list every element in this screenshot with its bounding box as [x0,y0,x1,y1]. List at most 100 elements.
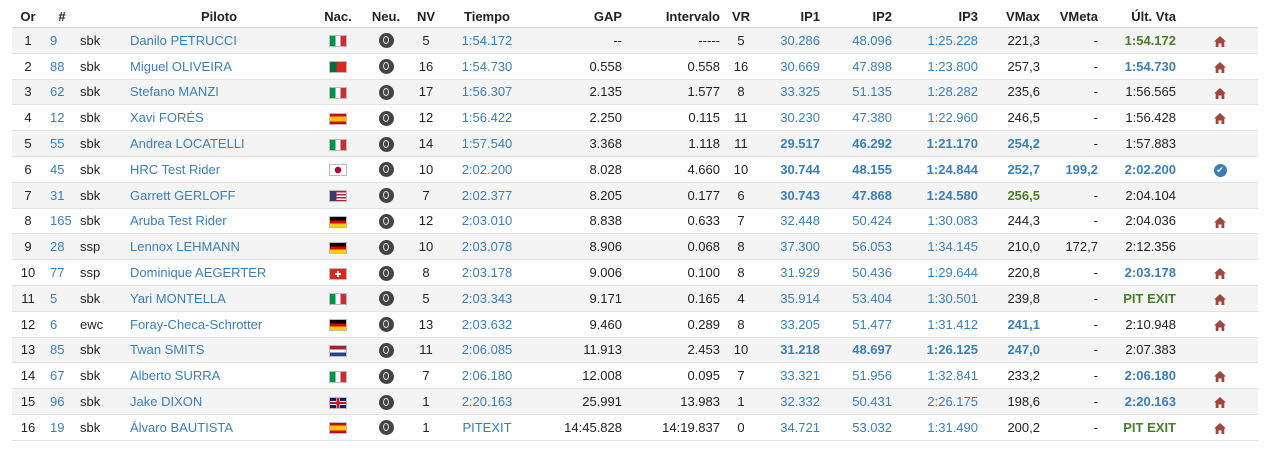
rider-name-link[interactable]: Stefano MANZI [124,79,314,106]
rider-number-link[interactable]: 67 [44,362,80,390]
header-nv: NV [416,8,436,24]
best-time-link[interactable]: 2:03.632 [442,311,532,338]
fast-lap-cell: 7 [726,362,756,390]
best-time-link[interactable]: 2:20.163 [442,388,532,415]
best-time-link[interactable]: 2:02.200 [442,156,532,183]
rider-number-link[interactable]: 62 [44,79,80,106]
ip1-cell: 33.325 [756,79,826,106]
fast-lap-cell: 16 [726,53,756,80]
rider-number-link[interactable]: 9 [44,27,80,54]
vmeta-cell: - [1046,388,1104,415]
flag-it-icon [329,138,347,151]
best-time-link[interactable]: 1:54.730 [442,53,532,80]
best-time-link[interactable]: 2:03.010 [442,208,532,235]
tyre-cell [362,285,410,312]
last-lap-cell: 2:04.104 [1104,182,1182,209]
header-gap: GAP [593,8,622,24]
vmeta-cell: - [1046,311,1104,338]
rider-name-link[interactable]: Aruba Test Rider [124,208,314,235]
rider-name-link[interactable]: Yari MONTELLA [124,285,314,312]
gap-cell: 25.991 [532,388,628,415]
best-time-link[interactable]: 2:02.377 [442,182,532,209]
flag-it-icon [329,293,347,306]
laps-cell: 10 [410,233,442,261]
best-time-link[interactable]: 2:06.085 [442,337,532,364]
rider-name-link[interactable]: Xavi FORÉS [124,104,314,132]
best-time-link[interactable]: PITEXIT [442,414,532,441]
flag-es-icon [329,422,347,435]
vmeta-cell: - [1046,27,1104,54]
rider-name-link[interactable]: HRC Test Rider [124,156,314,183]
position-cell: 10 [12,259,44,286]
rider-number-link[interactable]: 28 [44,233,80,261]
status-cell [1182,182,1258,209]
best-time-link[interactable]: 1:56.307 [442,79,532,106]
tyre-cell [362,414,410,441]
fast-lap-cell: 7 [726,208,756,235]
best-time-link[interactable]: 2:06.180 [442,362,532,390]
laps-cell: 1 [410,388,442,415]
nationality-cell [314,156,362,183]
rider-name-link[interactable]: Lennox LEHMANN [124,233,314,261]
best-time-link[interactable]: 2:03.178 [442,259,532,286]
rider-number-link[interactable]: 5 [44,285,80,312]
rider-name-link[interactable]: Dominique AEGERTER [124,259,314,286]
position-cell: 9 [12,233,44,261]
position-cell: 5 [12,130,44,157]
tyre-cell [362,130,410,157]
nationality-cell [314,208,362,235]
vmax-cell: 239,8 [984,285,1046,312]
live-timing-table: Or # Piloto Nac. Neu. NV Tiempo GAP Intervalo VR I… [12,5,1258,441]
category-cell: sbk [80,182,124,209]
rider-name-link[interactable]: Miguel OLIVEIRA [124,53,314,80]
tyre-cell [362,53,410,80]
best-time-link[interactable]: 1:57.540 [442,130,532,157]
rider-number-link[interactable]: 85 [44,337,80,364]
rider-number-link[interactable]: 12 [44,104,80,132]
category-cell: sbk [80,362,124,390]
rider-number-link[interactable]: 6 [44,311,80,338]
tyre-icon [378,59,394,75]
laps-cell: 5 [410,285,442,312]
flag-it-icon [329,370,347,383]
interval-cell: 13.983 [628,388,726,415]
header-piloto[interactable]: Piloto [200,8,238,24]
laps-cell: 16 [410,53,442,80]
home-icon [1213,396,1227,409]
rider-name-link[interactable]: Alberto SURRA [124,362,314,390]
rider-name-link[interactable]: Foray-Checa-Schrotter [124,311,314,338]
position-cell: 8 [12,208,44,235]
interval-cell: 0.165 [628,285,726,312]
position-cell: 13 [12,337,44,364]
best-time-link[interactable]: 2:03.078 [442,233,532,261]
tyre-cell [362,311,410,338]
best-time-link[interactable]: 1:54.172 [442,27,532,54]
table-row: 13 85 sbk Twan SMITS 11 2:06.085 11.913 2.453 10… [12,337,1258,364]
header-vr: VR [731,8,751,24]
rider-number-link[interactable]: 77 [44,259,80,286]
best-time-link[interactable]: 1:56.422 [442,104,532,132]
rider-name-link[interactable]: Andrea LOCATELLI [124,130,314,157]
rider-number-link[interactable]: 55 [44,130,80,157]
nationality-cell [314,337,362,364]
rider-name-link[interactable]: Álvaro BAUTISTA [124,414,314,441]
header-ip3: IP3 [958,8,978,24]
rider-name-link[interactable]: Garrett GERLOFF [124,182,314,209]
last-lap-cell: 1:54.172 [1104,27,1182,54]
rider-number-link[interactable]: 19 [44,414,80,441]
header-tiempo[interactable]: Tiempo [464,8,510,24]
rider-number-link[interactable]: 45 [44,156,80,183]
home-icon [1213,319,1227,332]
rider-name-link[interactable]: Jake DIXON [124,388,314,415]
rider-name-link[interactable]: Danilo PETRUCCI [124,27,314,54]
best-time-link[interactable]: 2:03.343 [442,285,532,312]
vmax-cell: 257,3 [984,53,1046,80]
rider-number-link[interactable]: 165 [44,208,80,235]
header-neu: Neu. [371,8,401,24]
rider-number-link[interactable]: 88 [44,53,80,80]
last-lap-cell: 2:02.200 [1104,156,1182,183]
rider-number-link[interactable]: 31 [44,182,80,209]
rider-name-link[interactable]: Twan SMITS [124,337,314,364]
rider-number-link[interactable]: 96 [44,388,80,415]
flag-gb-icon [329,396,347,409]
